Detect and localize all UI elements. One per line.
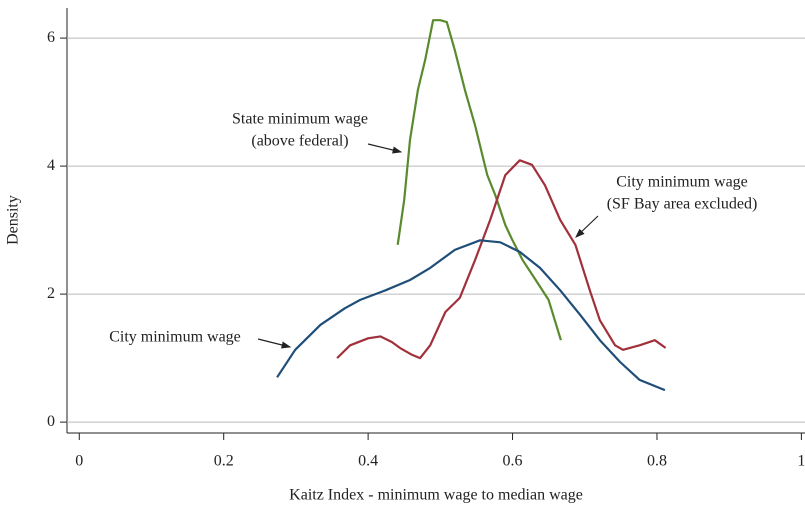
annotation-arrow [575, 215, 599, 238]
x-tick-label: 0.6 [503, 453, 523, 470]
annotation: State minimum wage [232, 111, 368, 128]
x-tick-label: 0.8 [647, 453, 667, 470]
y-tick-label: 4 [47, 157, 55, 174]
annotation-arrow [367, 143, 403, 154]
y-tick-label: 6 [47, 29, 55, 46]
x-tick-label: 0 [75, 453, 83, 470]
annotation: (above federal) [251, 133, 348, 150]
x-axis-label: Kaitz Index - minimum wage to median wag… [289, 487, 583, 504]
annotation: (SF Bay area excluded) [607, 196, 758, 213]
x-tick-label: 1 [797, 453, 805, 470]
annotation: City minimum wage [109, 329, 241, 346]
x-tick-label: 0.2 [214, 453, 234, 470]
y-tick-label: 2 [47, 285, 55, 302]
density-line [336, 159, 667, 360]
annotation-arrow [257, 338, 292, 349]
density-line [276, 239, 666, 392]
x-tick-label: 0.4 [358, 453, 378, 470]
density-line [396, 19, 562, 341]
y-tick-label: 0 [47, 413, 55, 430]
y-axis-label: Density [5, 195, 22, 245]
annotation: City minimum wage [616, 174, 748, 191]
